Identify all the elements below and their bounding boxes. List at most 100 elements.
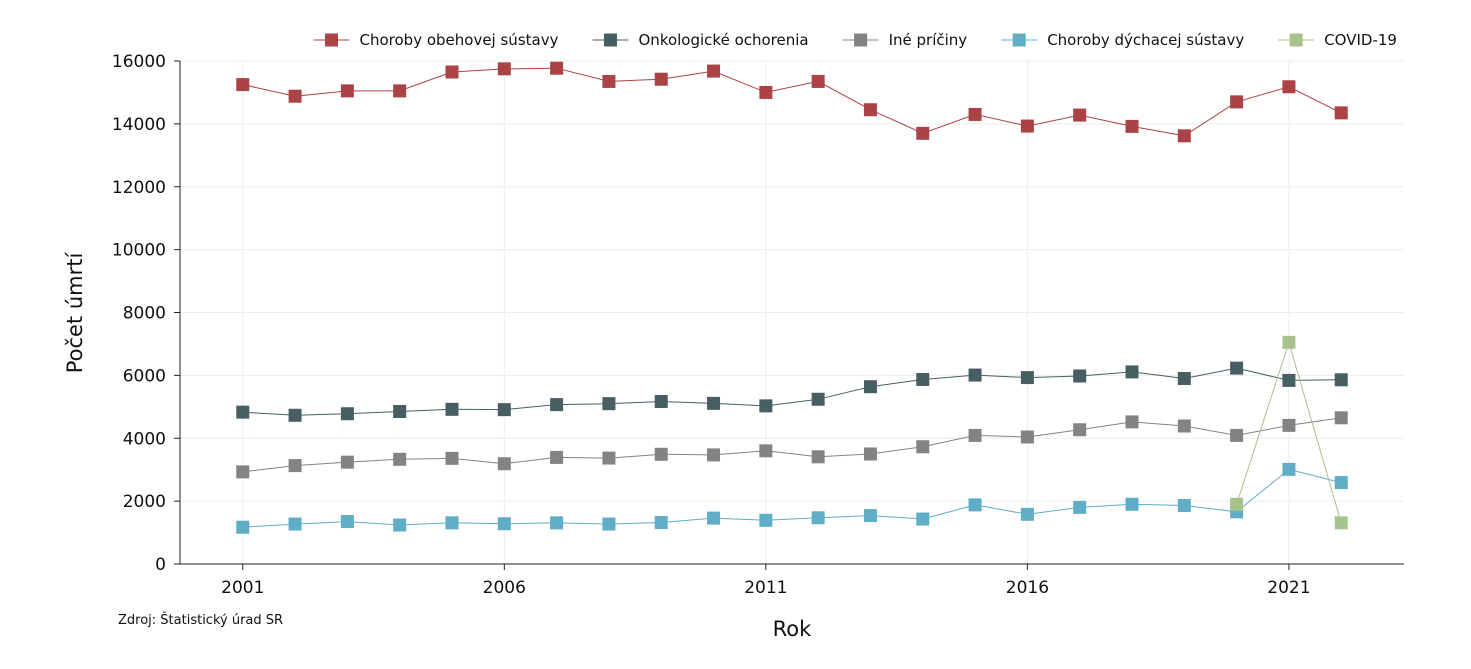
x-tick-label: 2011 — [744, 578, 787, 598]
legend-marker — [604, 33, 617, 47]
data-point — [1282, 335, 1296, 349]
data-point — [707, 448, 721, 462]
data-point — [1177, 419, 1191, 433]
data-point — [550, 61, 564, 75]
y-tick-label: 14000 — [112, 115, 166, 135]
series-line — [242, 367, 1342, 416]
data-point — [1073, 369, 1087, 383]
data-point — [602, 517, 616, 531]
data-point — [236, 520, 250, 534]
data-point — [1230, 428, 1244, 442]
data-point — [1334, 516, 1348, 530]
data-point — [445, 65, 459, 79]
data-point — [707, 511, 721, 525]
data-point — [1020, 371, 1034, 385]
data-point — [1177, 372, 1191, 386]
legend-item-choroby-obehovej-sustavy: Choroby obehovej sústavy — [313, 31, 559, 49]
series-line — [242, 417, 1342, 473]
data-point — [916, 512, 930, 526]
data-point — [340, 407, 354, 421]
legend-item-ine-priciny: Iné príčiny — [842, 31, 968, 49]
data-point — [1125, 415, 1139, 429]
series-onkologicke-ochorenia — [236, 361, 1348, 422]
data-point — [811, 450, 825, 464]
legend: Choroby obehovej sústavy Onkologické ocho… — [313, 31, 1397, 49]
data-point — [811, 511, 825, 525]
data-point — [1020, 119, 1034, 133]
legend-label: Iné príčiny — [889, 31, 968, 49]
data-point — [288, 517, 302, 531]
data-point — [1334, 373, 1348, 387]
y-tick-label: 6000 — [123, 366, 166, 386]
legend-marker — [1289, 33, 1303, 47]
source-note: Zdroj: Štatistický úrad SR — [118, 612, 283, 628]
legend-label: Onkologické ochorenia — [639, 31, 809, 49]
data-point — [1177, 129, 1191, 143]
series-line — [242, 67, 1342, 137]
data-point — [1020, 430, 1034, 444]
axes: 0 2000 4000 6000 8000 10000 12000 14000 16000 200… — [112, 52, 1404, 598]
series-choroby-dychacej-sustavy — [236, 462, 1348, 534]
data-point — [445, 402, 459, 416]
data-point — [393, 452, 407, 466]
data-point — [602, 74, 616, 88]
data-point — [497, 517, 511, 531]
y-tick-label: 8000 — [123, 304, 166, 324]
data-point — [1334, 411, 1348, 425]
y-tick-label: 10000 — [112, 241, 166, 261]
legend-marker — [1012, 33, 1026, 47]
data-point — [654, 516, 668, 530]
y-tick-label: 12000 — [112, 178, 166, 198]
data-point — [236, 405, 250, 419]
data-point — [393, 84, 407, 98]
data-point — [1177, 499, 1191, 513]
data-point — [497, 403, 511, 417]
data-point — [1073, 500, 1087, 514]
legend-marker — [325, 33, 338, 47]
data-point — [550, 450, 564, 464]
data-point — [1282, 462, 1296, 476]
data-point — [393, 518, 407, 532]
x-tick-label: 2016 — [1006, 578, 1049, 598]
data-point — [288, 408, 302, 422]
data-point — [1230, 361, 1244, 375]
data-point — [340, 455, 354, 469]
y-tick-label: 2000 — [123, 492, 166, 512]
data-point — [497, 62, 511, 76]
data-point — [968, 498, 982, 512]
data-point — [759, 444, 773, 458]
data-point — [340, 515, 354, 529]
data-point — [759, 513, 773, 527]
data-point — [1125, 365, 1139, 379]
x-axis-title: Rok — [773, 617, 812, 641]
y-tick-label: 0 — [155, 555, 166, 575]
legend-label: Choroby obehovej sústavy — [360, 31, 559, 49]
data-point — [340, 84, 354, 98]
data-point — [236, 78, 250, 92]
data-point — [863, 509, 877, 523]
legend-item-choroby-dychacej-sustavy: Choroby dýchacej sústavy — [1001, 31, 1244, 49]
grid — [180, 60, 1404, 565]
data-point — [602, 451, 616, 465]
data-point — [602, 397, 616, 411]
data-point — [707, 64, 721, 78]
data-point — [550, 398, 564, 412]
legend-marker — [854, 33, 868, 47]
data-point — [707, 396, 721, 410]
legend-item-onkologicke-ochorenia: Onkologické ochorenia — [592, 31, 809, 49]
data-point — [393, 405, 407, 419]
series-ine-priciny — [236, 411, 1348, 479]
data-point — [916, 440, 930, 454]
y-axis-title: Počet úmrtí — [63, 252, 87, 374]
data-point — [968, 107, 982, 121]
legend-item-covid-19: COVID-19 — [1278, 31, 1397, 49]
legend-label: Choroby dýchacej sústavy — [1047, 31, 1244, 49]
data-point — [916, 372, 930, 386]
series-choroby-obehovej-sustavy — [236, 61, 1348, 143]
data-point — [1125, 497, 1139, 511]
data-point — [654, 447, 668, 461]
data-point — [968, 368, 982, 382]
data-point — [1334, 106, 1348, 120]
